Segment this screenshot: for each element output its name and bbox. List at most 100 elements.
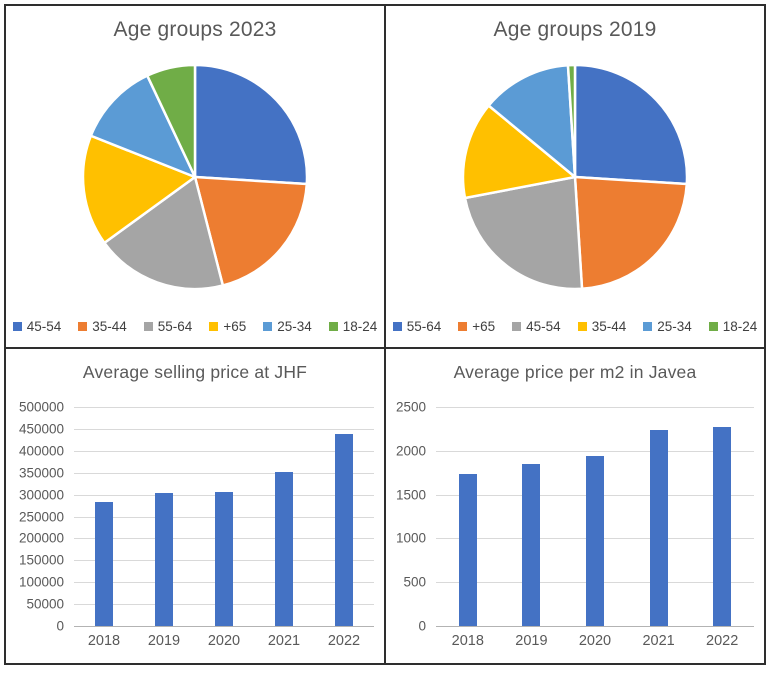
pie-slice-65: [81, 134, 197, 245]
legend-item-45-54: 45-54: [12, 319, 61, 334]
x-axis: 2018 2019 2020 2021 2022: [74, 633, 374, 649]
pie-slice-45-54: [193, 63, 309, 186]
legend-swatch-icon: [328, 322, 338, 331]
legend-swatch-icon: [512, 322, 522, 331]
bar-slot-2021: [254, 407, 314, 626]
bar-2022: [713, 427, 732, 626]
gridline: [74, 472, 374, 474]
x-axis-tick-label: 2022: [327, 633, 361, 649]
gridline: [74, 450, 374, 452]
legend-swatch-icon: [392, 322, 402, 331]
bar-slot-2019: [134, 407, 194, 626]
panel-avg-selling-price-jhf: Average selling price at JHF 0 50000 10000…: [6, 349, 384, 663]
legend-label: 18-24: [342, 319, 378, 334]
legend-swatch-icon: [708, 322, 718, 331]
legend-item-25-34: 25-34: [643, 319, 692, 334]
y-axis-tick-label: 450000: [18, 421, 64, 437]
legend-label: +65: [472, 319, 496, 334]
bar-2021: [649, 429, 668, 626]
pie-slice-55-64: [573, 63, 689, 186]
y-axis-tick-label: 1500: [395, 487, 426, 503]
legend-label: 45-54: [526, 319, 561, 334]
legend-item-55-64: 55-64: [392, 319, 442, 334]
x-axis-tick-label: 2022: [706, 633, 739, 649]
legend-swatch-icon: [577, 322, 587, 331]
bar-slot-2018: [436, 407, 500, 626]
bar-slot-2022: [314, 407, 374, 626]
y-axis: 0 50000 100000 150000 200000 250000 300000 3500…: [16, 400, 74, 634]
pie-slice-55-64: [103, 175, 225, 291]
x-axis-tick-label: 2019: [147, 633, 181, 649]
pie-slice-35-44: [461, 104, 577, 200]
bar-2019: [155, 493, 173, 626]
bar-series: [74, 407, 374, 626]
bar-chart-jhf: 0 50000 100000 150000 200000 250000 300000 3500…: [16, 400, 374, 634]
x-axis-tick-label: 2021: [642, 633, 675, 649]
bar-2020: [585, 456, 604, 626]
legend-label: 25-34: [277, 319, 312, 334]
y-axis-tick-label: 2000: [395, 443, 426, 459]
panel-age-groups-2023: Age groups 2023 45-54 35-44 55-64 +65 25-34 1…: [6, 6, 384, 347]
bar-slot-2021: [627, 407, 691, 626]
y-axis-tick-label: 500000: [18, 399, 64, 415]
bar-2020: [215, 491, 233, 626]
bar-2018: [95, 502, 113, 626]
legend-swatch-icon: [643, 322, 653, 331]
bar-2021: [275, 471, 293, 626]
chart-grid: Age groups 2023 45-54 35-44 55-64 +65 25-34 1…: [4, 4, 766, 665]
legend-label: 55-64: [406, 319, 442, 334]
legend: 45-54 35-44 55-64 +65 25-34 18-24: [10, 319, 380, 334]
pie-slice-25-34: [89, 74, 197, 179]
legend-label: 55-64: [157, 319, 193, 334]
legend-label: 35-44: [92, 319, 127, 334]
legend-swatch-icon: [458, 322, 468, 331]
legend-item-65: +65: [209, 319, 246, 334]
pie-slice-35-44: [193, 175, 309, 287]
x-axis: 2018 2019 2020 2021 2022: [436, 633, 754, 649]
y-axis: 0 500 1000 1500 2000 2500: [395, 400, 436, 634]
y-axis-tick-label: 50000: [26, 596, 64, 612]
legend-swatch-icon: [143, 322, 153, 331]
gridline: [436, 450, 754, 452]
x-axis-tick-label: 2020: [207, 633, 241, 649]
y-axis-tick-label: 100000: [18, 574, 64, 590]
pie-slice-65: [573, 175, 689, 291]
y-axis-tick-label: 250000: [18, 509, 64, 524]
legend-item-45-54: 45-54: [512, 319, 561, 334]
chart-title: Average selling price at JHF: [82, 362, 308, 382]
bar-2019: [522, 463, 541, 626]
x-axis-tick-label: 2018: [87, 633, 121, 649]
legend-item-18-24: 18-24: [328, 319, 378, 334]
legend-item-35-44: 35-44: [577, 319, 626, 334]
bar-2022: [335, 434, 353, 626]
bar-chart-javea: 0 500 1000 1500 2000 2500: [395, 400, 754, 634]
pie-chart-age-2019: [461, 63, 689, 291]
bar-series: [436, 407, 754, 626]
legend-swatch-icon: [12, 322, 22, 331]
legend-label: 18-24: [722, 319, 758, 334]
y-axis-tick-label: 200000: [18, 530, 64, 546]
legend-label: 25-34: [657, 319, 692, 334]
pie-slice-18-24: [146, 63, 197, 179]
chart-title: Age groups 2023: [113, 18, 277, 41]
plot-area: [74, 407, 374, 627]
legend-item-18-24: 18-24: [708, 319, 758, 334]
pie-slice-45-54: [463, 175, 584, 291]
legend-item-65: +65: [458, 319, 495, 334]
gridline: [74, 407, 374, 408]
x-axis-tick-label: 2021: [267, 633, 301, 649]
gridline: [74, 428, 374, 430]
pie-slice-18-24: [566, 63, 577, 179]
x-axis-tick-label: 2019: [515, 633, 548, 649]
legend: 55-64 +65 45-54 35-44 25-34 18-24: [390, 319, 760, 334]
legend-swatch-icon: [78, 322, 88, 331]
pie-slice-25-34: [487, 63, 577, 179]
bar-slot-2022: [690, 407, 754, 626]
chart-title: Average price per m2 in Javea: [453, 362, 697, 382]
x-axis-line: [436, 626, 754, 627]
y-axis-tick-label: 150000: [18, 552, 64, 568]
y-axis-tick-label: 0: [418, 618, 426, 634]
panel-avg-price-m2-javea: Average price per m2 in Javea 0 500 1000 15…: [386, 349, 764, 663]
x-axis-tick-label: 2020: [578, 633, 612, 649]
pie-chart-age-2023: [81, 63, 309, 291]
